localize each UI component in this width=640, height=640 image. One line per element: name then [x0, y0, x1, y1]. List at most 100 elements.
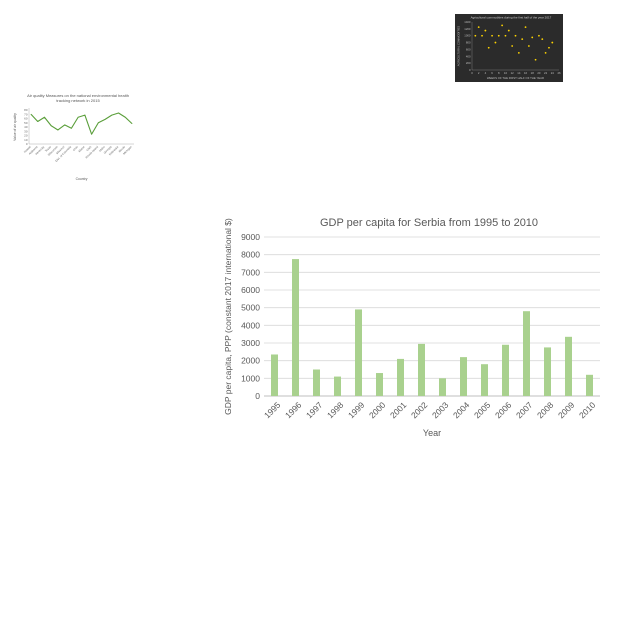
data-point: [131, 123, 133, 124]
scatter-point: [521, 38, 524, 41]
scatter-point: [491, 34, 493, 37]
y-tick-label: 200: [466, 61, 471, 65]
x-tick-label: 1999: [346, 400, 367, 421]
data-point: [71, 127, 72, 129]
gdp-bar-chart: GDP per capita for Serbia from 1995 to 2…: [222, 208, 622, 448]
x-tick-label: 2005: [472, 400, 493, 421]
bar: [418, 343, 425, 396]
data-point: [50, 125, 52, 127]
y-tick-label: 0: [255, 391, 260, 401]
scatter-point: [544, 51, 547, 54]
chart-title: GDP per capita for Serbia from 1995 to 2…: [320, 217, 538, 229]
data-line: [30, 112, 133, 135]
scatter-point: [527, 45, 530, 47]
x-tick-label: 10: [504, 71, 508, 75]
y-tick-label: 5000: [241, 303, 260, 313]
x-tick-label: 26: [557, 71, 561, 75]
y-tick-label: 3000: [241, 338, 260, 348]
bar: [439, 378, 446, 396]
x-tick-label: Idaho: [98, 145, 106, 153]
x-axis-label: WEEKS OF THE FIRST HALF OF THE YEAR: [487, 76, 544, 80]
x-tick-label: 2006: [493, 400, 514, 421]
y-tick-label: 70: [24, 112, 28, 116]
scatter-point: [504, 34, 507, 37]
x-tick-label: 20: [537, 71, 541, 75]
air-quality-line-chart: Air quality Measures on the national env…: [10, 90, 140, 200]
x-tick-label: 2: [478, 71, 480, 75]
x-axis-label: Year: [423, 428, 441, 438]
scatter-point: [477, 26, 480, 29]
data-point: [104, 119, 106, 120]
x-tick-label: 4: [485, 71, 487, 75]
x-tick-label: 8: [498, 71, 500, 75]
bar: [460, 357, 467, 396]
y-tick-label: 6000: [241, 285, 260, 295]
bar: [334, 376, 341, 396]
x-tick-label: 2008: [535, 400, 556, 421]
data-point: [44, 116, 45, 118]
y-tick-label: 1200: [464, 27, 471, 31]
scatter-point: [487, 46, 490, 49]
scatter-point: [474, 34, 477, 37]
scatter-point: [534, 58, 537, 61]
y-tick-label: 400: [466, 54, 471, 58]
x-tick-label: 2004: [451, 400, 472, 421]
y-tick-label: 9000: [241, 232, 260, 242]
bar: [397, 358, 404, 396]
x-tick-label: 1997: [304, 400, 325, 421]
scatter-point: [514, 34, 517, 37]
scatter-point: [551, 41, 554, 44]
scatter-point: [507, 29, 510, 32]
bar: [355, 309, 362, 396]
y-tick-label: 80: [24, 108, 28, 112]
bar: [313, 369, 320, 396]
scatter-point: [501, 24, 504, 27]
y-tick-label: 40: [24, 125, 28, 129]
x-tick-label: Georgia: [103, 145, 113, 155]
y-tick-label: 1400: [464, 20, 471, 24]
chart-title: Agricultural commodities during the firs…: [471, 16, 552, 20]
scatter-point: [494, 41, 497, 44]
chart-svg: GDP per capita for Serbia from 1995 to 2…: [223, 217, 600, 438]
x-tick-label: 2000: [367, 400, 388, 421]
scatter-point: [531, 36, 534, 39]
data-point: [30, 113, 32, 115]
data-point: [84, 114, 86, 116]
bar: [523, 311, 530, 396]
y-tick-label: 4000: [241, 320, 260, 330]
scatter-point: [548, 46, 550, 49]
y-tick-label: 1000: [464, 34, 471, 38]
chart-svg: Air quality Measures on the national env…: [13, 93, 134, 181]
data-point: [57, 129, 59, 131]
data-point: [91, 133, 92, 135]
x-tick-label: Ohio: [72, 145, 79, 152]
x-tick-label: Illinois: [118, 144, 127, 153]
scatter-point: [484, 29, 487, 32]
y-tick-label: 8000: [241, 250, 260, 260]
x-tick-label: 2003: [430, 400, 451, 421]
data-point: [124, 116, 126, 118]
y-tick-label: 0: [26, 142, 28, 146]
bar: [565, 336, 572, 396]
x-tick-label: 2007: [514, 400, 535, 421]
x-tick-label: 2001: [388, 400, 409, 421]
scatter-point: [541, 38, 544, 41]
bar: [481, 364, 488, 396]
bar: [271, 354, 278, 396]
scatter-point: [497, 34, 500, 37]
y-axis-label: AGRICULTURAL COMMODITIES: [457, 26, 461, 67]
scatter-point: [517, 51, 520, 54]
y-tick-label: 7000: [241, 267, 260, 277]
x-tick-label: 22: [544, 71, 548, 75]
bar: [376, 373, 383, 396]
y-axis-label: GDP per capita, PPP (constant 2017 inter…: [223, 218, 233, 415]
y-tick-label: 1000: [241, 373, 260, 383]
x-tick-label: 24: [551, 71, 555, 75]
y-tick-label: 20: [24, 134, 28, 138]
data-point: [118, 112, 119, 114]
x-tick-label: 6: [491, 71, 493, 75]
x-tick-label: 16: [524, 71, 528, 75]
scatter-point: [538, 34, 540, 37]
y-tick-label: 30: [24, 129, 28, 133]
x-tick-label: 12: [511, 71, 515, 75]
